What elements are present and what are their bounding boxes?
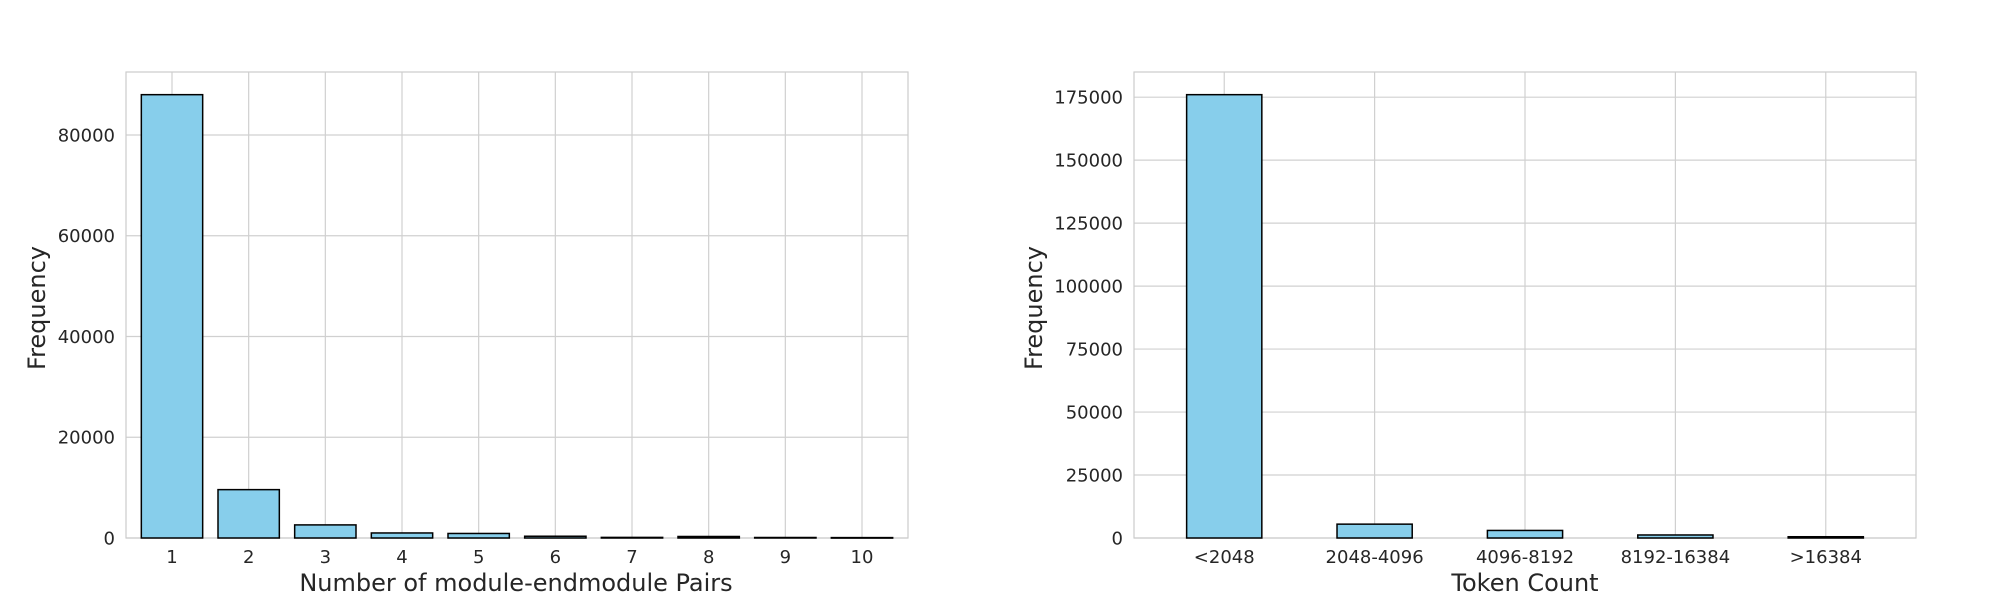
bar-10 <box>830 536 894 539</box>
x-tick-label: >16384 <box>1790 547 1862 568</box>
x-axis-label: Number of module-endmodule Pairs <box>299 569 732 597</box>
x-tick-label: 2048-4096 <box>1326 547 1424 568</box>
bar-6 <box>523 535 587 539</box>
x-tick-label: 8192-16384 <box>1621 547 1731 568</box>
x-tick-label: 7 <box>626 547 637 568</box>
x-tick-label: <2048 <box>1194 547 1255 568</box>
x-tick-label: 2 <box>243 547 254 568</box>
bar-9 <box>753 536 817 539</box>
x-tick-label: 9 <box>780 547 791 568</box>
y-axis-label: Frequency <box>1020 246 1048 370</box>
bar-3 <box>293 524 357 539</box>
bar-8192-16384 <box>1637 534 1714 539</box>
x-axis-label: Token Count <box>1450 569 1598 597</box>
x-tick-label: 5 <box>473 547 484 568</box>
bar-<2048 <box>1185 93 1263 539</box>
chart-token-count: 0 25000 50000 75000 100000 125000 150000 175000… <box>1020 71 1917 597</box>
y-tick-label: 150000 <box>1054 151 1123 172</box>
x-tick-label: 4096-8192 <box>1476 547 1574 568</box>
y-tick-label: 100000 <box>1054 277 1123 298</box>
bar-1 <box>140 93 204 539</box>
y-axis-label: Frequency <box>23 246 51 370</box>
y-tick-label: 20000 <box>58 428 115 449</box>
bar-2048-4096 <box>1336 523 1413 539</box>
bar-7 <box>600 536 664 539</box>
chart-module-endmodule-pairs: 0 20000 40000 60000 80000 1 2 3 4 5 6 7 8 9 10 Number … <box>23 71 909 597</box>
bar-8 <box>677 535 741 539</box>
y-tick-label: 80000 <box>58 125 115 146</box>
y-tick-label: 175000 <box>1054 88 1123 109</box>
y-tick-label: 75000 <box>1066 340 1123 361</box>
y-tick-label: 25000 <box>1066 466 1123 487</box>
y-tick-label: 0 <box>1112 529 1123 550</box>
y-tick-label: 0 <box>104 529 115 550</box>
x-tick-label: 4 <box>396 547 407 568</box>
y-tick-label: 125000 <box>1054 214 1123 235</box>
y-tick-label: 60000 <box>58 226 115 247</box>
x-tick-label: 8 <box>703 547 714 568</box>
x-tick-label: 6 <box>550 547 561 568</box>
bar-4096-8192 <box>1486 529 1564 539</box>
x-tick-label: 10 <box>851 547 874 568</box>
plot-frame <box>125 71 909 539</box>
y-tick-label: 40000 <box>58 327 115 348</box>
x-tick-label: 1 <box>166 547 177 568</box>
bar-2 <box>217 488 281 539</box>
bar-5 <box>447 532 511 539</box>
bar-4 <box>370 532 434 539</box>
x-tick-label: 3 <box>320 547 331 568</box>
y-tick-label: 50000 <box>1066 403 1123 424</box>
bar->16384 <box>1787 535 1865 539</box>
